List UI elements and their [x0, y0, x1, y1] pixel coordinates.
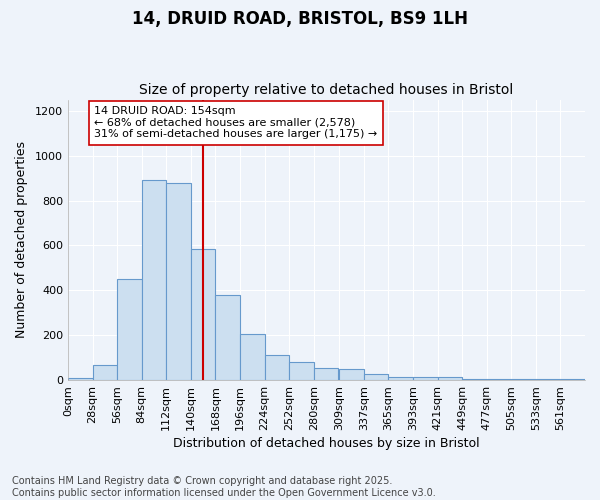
Bar: [68, 378, 92, 380]
Bar: [240, 334, 265, 380]
Bar: [413, 378, 437, 380]
Bar: [191, 249, 215, 380]
Bar: [92, 366, 117, 380]
Bar: [289, 362, 314, 380]
Bar: [462, 379, 487, 380]
Bar: [437, 378, 462, 380]
Bar: [166, 182, 191, 380]
X-axis label: Distribution of detached houses by size in Bristol: Distribution of detached houses by size …: [173, 437, 480, 450]
Bar: [314, 368, 338, 380]
Bar: [364, 374, 388, 380]
Bar: [117, 279, 142, 380]
Bar: [215, 295, 240, 380]
Y-axis label: Number of detached properties: Number of detached properties: [15, 142, 28, 338]
Bar: [142, 180, 166, 380]
Bar: [388, 376, 413, 380]
Text: Contains HM Land Registry data © Crown copyright and database right 2025.
Contai: Contains HM Land Registry data © Crown c…: [12, 476, 436, 498]
Title: Size of property relative to detached houses in Bristol: Size of property relative to detached ho…: [139, 83, 514, 97]
Text: 14 DRUID ROAD: 154sqm
← 68% of detached houses are smaller (2,578)
31% of semi-d: 14 DRUID ROAD: 154sqm ← 68% of detached …: [94, 106, 377, 140]
Bar: [487, 379, 511, 380]
Bar: [339, 370, 364, 380]
Bar: [265, 356, 289, 380]
Text: 14, DRUID ROAD, BRISTOL, BS9 1LH: 14, DRUID ROAD, BRISTOL, BS9 1LH: [132, 10, 468, 28]
